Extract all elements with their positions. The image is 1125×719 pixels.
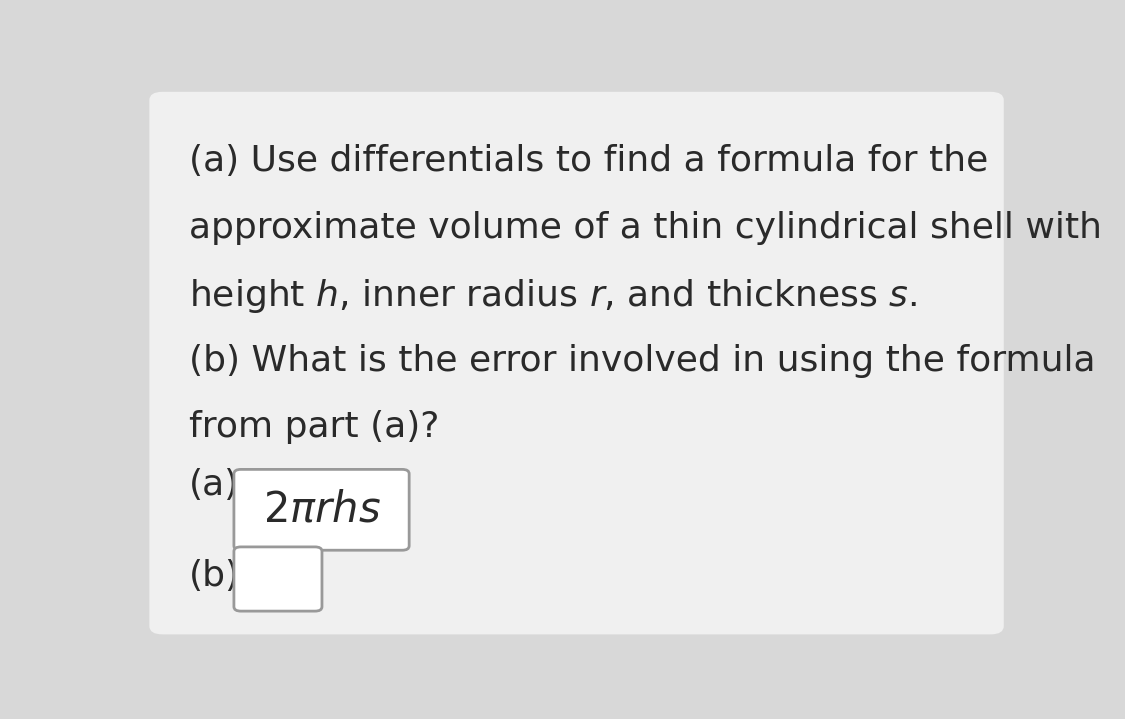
Text: (b): (b) (189, 559, 240, 593)
Text: height $\it{h}$, inner radius $\it{r}$, and thickness $\it{s}$.: height $\it{h}$, inner radius $\it{r}$, … (189, 278, 917, 316)
Text: (a): (a) (189, 468, 238, 502)
FancyBboxPatch shape (150, 92, 1004, 634)
Text: $2\pi rhs$: $2\pi rhs$ (262, 489, 380, 531)
Text: from part (a)?: from part (a)? (189, 410, 439, 444)
Text: (b) What is the error involved in using the formula: (b) What is the error involved in using … (189, 344, 1095, 377)
FancyBboxPatch shape (234, 470, 410, 550)
FancyBboxPatch shape (234, 547, 322, 611)
Text: (a) Use differentials to find a formula for the: (a) Use differentials to find a formula … (189, 145, 988, 178)
Text: approximate volume of a thin cylindrical shell with: approximate volume of a thin cylindrical… (189, 211, 1101, 245)
